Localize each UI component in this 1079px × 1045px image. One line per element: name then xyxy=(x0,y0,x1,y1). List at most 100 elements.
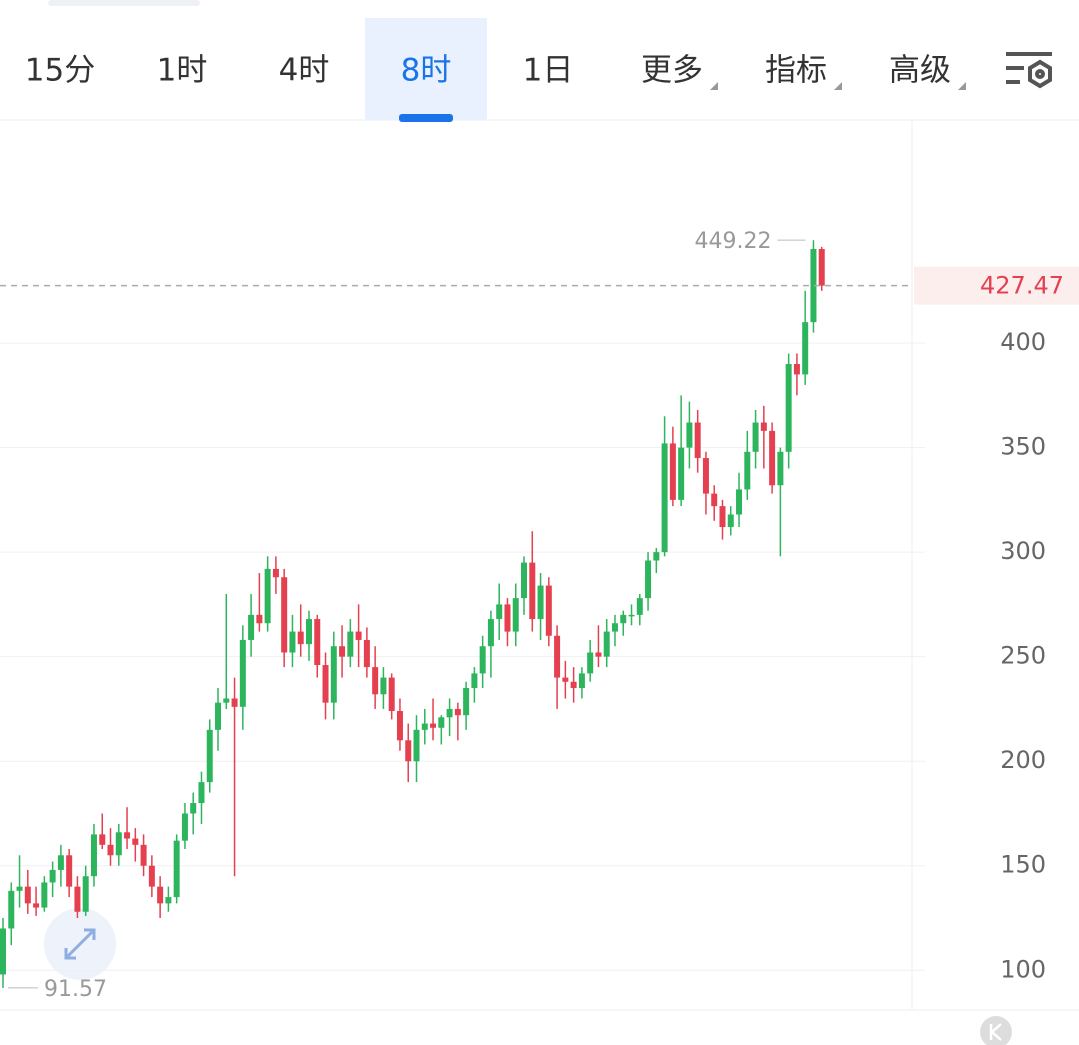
candle-body xyxy=(628,614,635,617)
candle-body xyxy=(645,560,652,599)
candle-body xyxy=(0,928,6,975)
candle-body xyxy=(330,646,337,703)
candle-body xyxy=(396,711,403,741)
k-logo xyxy=(980,1016,1012,1045)
tab-label[interactable]: 8时 xyxy=(401,53,452,89)
dropdown-caret xyxy=(958,82,966,90)
candle-body xyxy=(198,782,205,804)
candle-body xyxy=(388,677,395,712)
tab-label[interactable]: 指标 xyxy=(765,53,827,89)
y-tick-label: 300 xyxy=(1000,537,1046,565)
candle-body xyxy=(380,677,387,695)
candle-body xyxy=(24,886,31,904)
candle-body xyxy=(314,619,321,666)
last-price-label: 427.47 xyxy=(980,272,1064,300)
candle-body xyxy=(339,646,346,657)
tab-label[interactable]: 1日 xyxy=(523,53,574,89)
candle-body xyxy=(74,886,81,912)
tab-underline xyxy=(399,114,453,122)
dropdown-caret xyxy=(710,82,718,90)
max-label: 449.22 xyxy=(694,229,771,254)
candle-body xyxy=(554,635,561,678)
candle-body xyxy=(57,855,64,870)
candle-body xyxy=(33,903,40,908)
candle-body xyxy=(802,322,809,375)
y-tick-label: 350 xyxy=(1000,433,1046,461)
candle-body xyxy=(487,619,494,647)
y-tick-label: 150 xyxy=(1000,851,1046,879)
candle-body xyxy=(90,834,97,877)
y-tick-label: 400 xyxy=(1000,328,1046,356)
last-price-box xyxy=(914,266,1079,305)
tab-label[interactable]: 高级 xyxy=(889,53,951,89)
candle-body xyxy=(769,430,776,486)
candle-body xyxy=(578,673,585,689)
tab-label[interactable]: 更多 xyxy=(641,53,703,89)
candle-body xyxy=(454,708,461,716)
candle-body xyxy=(8,890,15,929)
tab-label[interactable]: 1时 xyxy=(157,53,208,89)
candle-body xyxy=(537,585,544,620)
candle-body xyxy=(239,639,246,707)
candle-body xyxy=(372,667,379,695)
candle-body xyxy=(157,886,164,904)
candle-body xyxy=(190,803,197,814)
candle-body xyxy=(719,506,726,528)
min-label: 91.57 xyxy=(44,977,107,1002)
candle-body xyxy=(256,614,263,624)
candle-body xyxy=(223,698,230,703)
candle-body xyxy=(810,248,817,323)
candle-body xyxy=(711,493,718,507)
candle-body xyxy=(562,677,569,682)
tab-label[interactable]: 4时 xyxy=(279,53,330,89)
y-tick-label: 200 xyxy=(1000,746,1046,774)
candle-body xyxy=(818,248,825,286)
candle-body xyxy=(430,723,437,728)
candle-body xyxy=(421,723,428,730)
candle-body xyxy=(777,451,784,486)
candle-body xyxy=(124,832,131,839)
candle-body xyxy=(611,623,618,632)
candle-body xyxy=(545,585,552,636)
candle-body xyxy=(347,631,354,657)
candle-body xyxy=(496,604,503,620)
candle-body xyxy=(669,443,676,500)
settings-icon[interactable] xyxy=(1006,52,1052,89)
candle-body xyxy=(570,681,577,689)
y-tick-label: 250 xyxy=(1000,642,1046,670)
candle-body xyxy=(686,422,693,448)
candle-body xyxy=(727,514,734,528)
candle-body xyxy=(603,631,610,657)
candle-body xyxy=(115,832,122,856)
candle-body xyxy=(165,897,172,904)
candle-body xyxy=(41,882,48,908)
candle-body xyxy=(785,363,792,452)
candle-body xyxy=(305,619,312,645)
candle-body xyxy=(702,458,709,494)
candle-body xyxy=(289,631,296,653)
candle-body xyxy=(281,577,288,653)
candle-body xyxy=(620,614,627,624)
tab-label[interactable]: 15分 xyxy=(25,53,95,89)
candle-body xyxy=(736,489,743,515)
expand-button[interactable] xyxy=(44,908,116,980)
candle-body xyxy=(793,363,800,375)
dropdown-caret xyxy=(834,82,842,90)
candle-body xyxy=(49,869,56,883)
candle-body xyxy=(661,443,668,553)
candle-body xyxy=(653,552,660,561)
candle-body xyxy=(752,422,759,452)
candle-body xyxy=(231,698,238,707)
candle-body xyxy=(99,834,106,845)
candle-body xyxy=(413,729,420,762)
candle-body xyxy=(471,673,478,689)
candle-body xyxy=(264,568,271,624)
candle-body xyxy=(678,447,685,500)
candle-body xyxy=(405,740,412,762)
candle-body xyxy=(512,598,519,632)
candle-body xyxy=(438,717,445,728)
candle-body xyxy=(760,422,767,431)
y-tick-label: 100 xyxy=(1000,955,1046,983)
candle-body xyxy=(479,646,486,674)
